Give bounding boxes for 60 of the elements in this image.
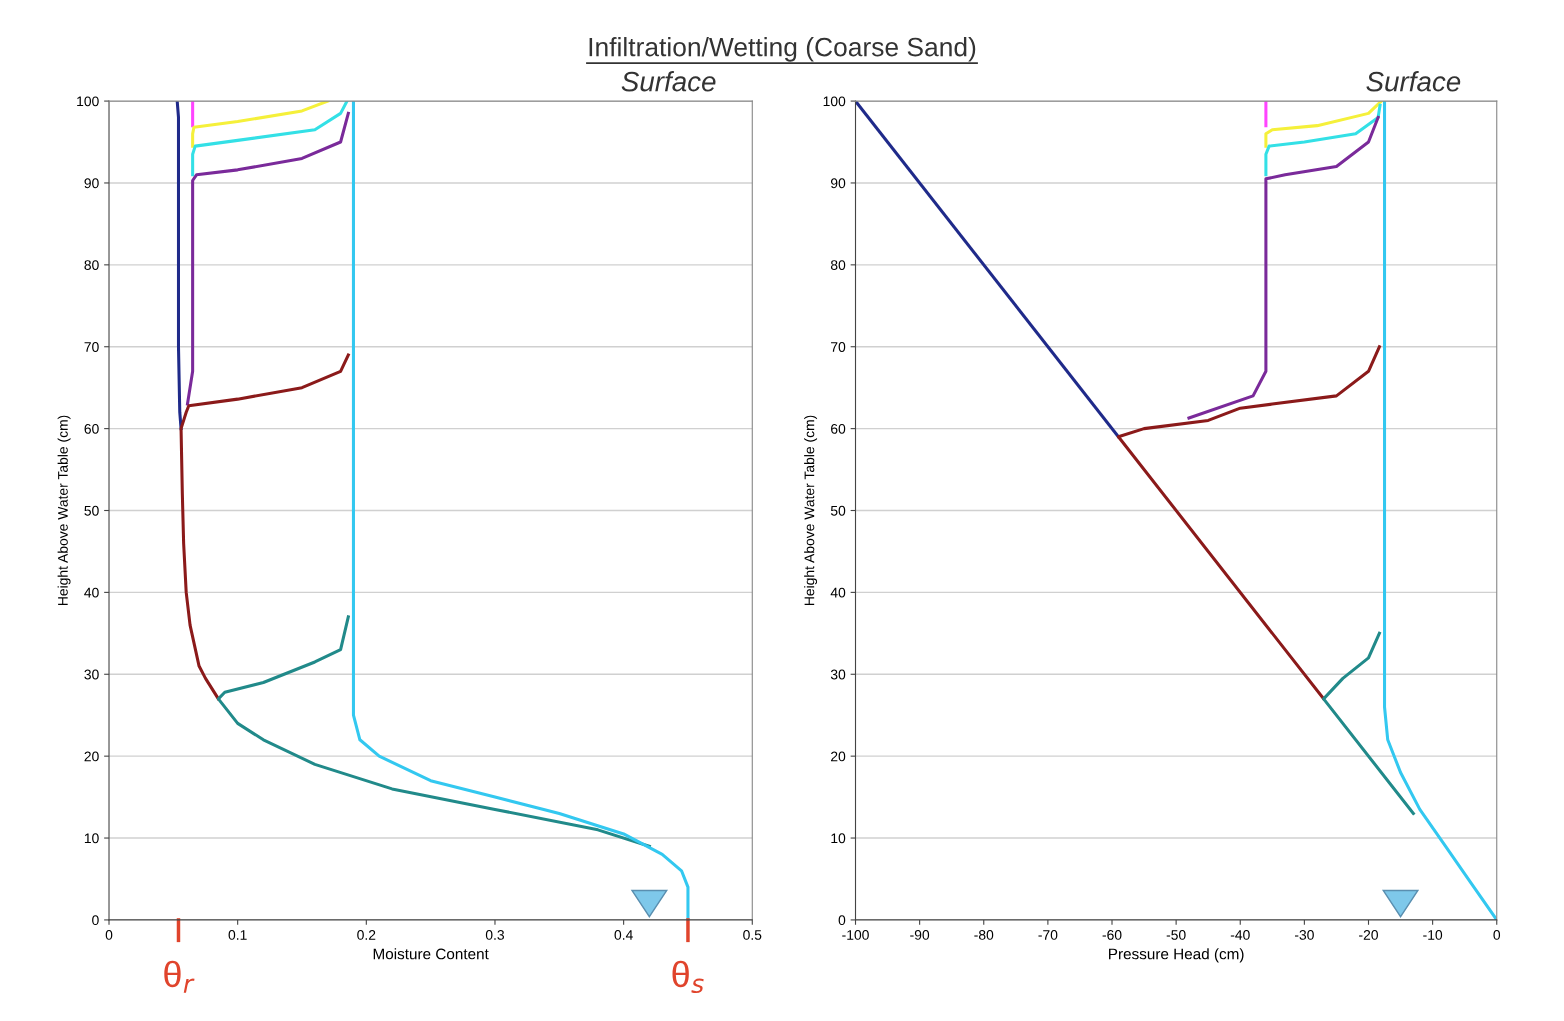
line-series (351, 101, 690, 920)
line-series (1264, 103, 1382, 177)
y-tick-label: 30 (84, 669, 99, 680)
y-tick-label: 20 (831, 751, 846, 762)
y-tick-label: 90 (830, 178, 846, 189)
x-tick-label: -40 (1230, 930, 1250, 940)
y-tick-label: 10 (84, 833, 99, 844)
line-series (191, 101, 330, 148)
y-tick-label: 50 (84, 505, 99, 516)
y-tick-label: 50 (830, 505, 846, 516)
x-tick-label: -80 (974, 930, 994, 940)
y-tick-label: 100 (77, 96, 99, 107)
x-tick-label: 0.3 (485, 930, 505, 940)
text: θ$_{s}$ (672, 960, 704, 994)
y-tick-label: 20 (84, 751, 99, 762)
y-tick-label: 100 (823, 96, 846, 107)
y-tick-label: 30 (830, 669, 846, 680)
y-tick-label: 70 (831, 342, 846, 352)
y-axis-title: Height Above Water Table (cm) (57, 415, 71, 606)
x-tick-label: 0.1 (228, 930, 247, 940)
y-axis-title: Height Above Water Table (cm) (804, 415, 818, 606)
x-tick-label: -60 (1102, 930, 1122, 940)
y-tick-label: 40 (84, 587, 99, 598)
y-tick-label: 70 (84, 342, 99, 352)
y-tick-label: 90 (84, 178, 99, 189)
line-series (1264, 101, 1383, 148)
x-tick-label: -100 (842, 930, 869, 940)
line-series (1322, 631, 1415, 815)
x-tick-label: 0.2 (357, 930, 376, 940)
text: Surface (621, 71, 716, 92)
y-tick-label: 10 (831, 833, 846, 844)
text: θ$_{r}$ (164, 960, 195, 993)
line-series (1116, 345, 1381, 701)
x-tick-label: -90 (910, 930, 930, 940)
y-tick-label: 80 (830, 260, 846, 271)
y-tick-label: 0 (838, 915, 846, 926)
y-tick-label: 60 (831, 423, 846, 434)
x-tick-label: -20 (1359, 930, 1378, 940)
x-tick-label: -30 (1294, 930, 1314, 940)
line-series (185, 111, 350, 406)
y-tick-label: 0 (92, 915, 99, 926)
line-series (179, 353, 350, 701)
x-axis-title: Pressure Head (cm) (1109, 948, 1244, 963)
x-axis-title: Moisture Content (373, 948, 489, 960)
x-tick-label: 0 (1493, 930, 1501, 940)
y-tick-label: 40 (830, 587, 846, 598)
chart-title: Infiltration/Wetting (Coarse Sand) (589, 37, 976, 62)
line-series (191, 101, 349, 177)
x-tick-label: 0.5 (743, 930, 762, 940)
x-tick-label: -50 (1166, 930, 1186, 940)
x-tick-label: -10 (1423, 930, 1443, 940)
y-tick-label: 60 (84, 423, 99, 434)
x-tick-label: 0.4 (614, 930, 633, 940)
y-tick-label: 80 (84, 260, 99, 271)
x-tick-label: -70 (1038, 930, 1058, 940)
line-series (1187, 115, 1380, 420)
line-series (175, 101, 183, 431)
x-tick-label: 0 (105, 930, 113, 940)
line-series (216, 615, 651, 848)
text: Surface (1366, 71, 1461, 92)
